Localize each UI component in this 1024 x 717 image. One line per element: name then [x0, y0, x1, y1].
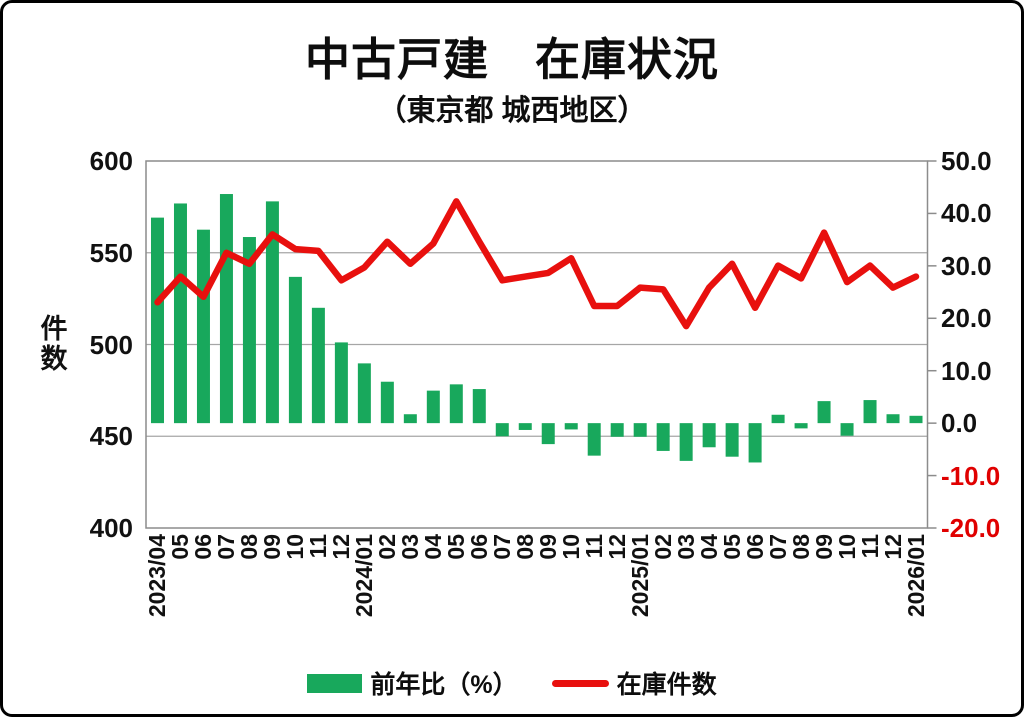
bar-12: [886, 414, 900, 424]
inventory-line: [154, 198, 920, 330]
legend: 前年比（%） 在庫件数: [3, 663, 1021, 703]
bar-07: [495, 423, 509, 437]
bar-04: [426, 390, 440, 424]
bar-06: [196, 229, 210, 424]
bar-2023/04: [150, 217, 164, 424]
bar-2024/01: [357, 363, 371, 424]
bar-10: [288, 276, 302, 424]
bar-10: [840, 423, 854, 436]
bar-04: [702, 423, 716, 448]
chart-subtitle: （東京都 城西地区）: [377, 95, 647, 127]
right-axis-tick-label: -20.0: [941, 513, 1001, 543]
bar-03: [403, 414, 417, 424]
bar-2026/01: [909, 415, 923, 424]
bar-02: [380, 381, 394, 424]
left-axis-tick-label: 550: [89, 237, 133, 268]
bar-10: [564, 423, 578, 430]
bar-11: [311, 307, 325, 424]
legend-item-line: 在庫件数: [551, 665, 717, 701]
left-axis-title: 件 数: [40, 314, 68, 374]
bar-08: [794, 423, 808, 429]
right-axis-tick-label: -10.0: [941, 460, 1001, 491]
bar-11: [863, 400, 877, 424]
bar-09: [265, 201, 279, 424]
bar-12: [334, 342, 348, 424]
bar-06: [748, 423, 762, 463]
bar-series-label: 前年比（%）: [370, 671, 518, 699]
legend-item-bars: 前年比（%）: [307, 665, 518, 701]
bar-07: [771, 414, 785, 424]
line-series-swatch: [551, 679, 609, 687]
bar-08: [518, 423, 532, 430]
left-axis-tick-label: 450: [89, 421, 133, 452]
bar-11: [587, 423, 601, 456]
right-axis-tick-label: 30.0: [941, 250, 992, 281]
left-axis-tick-label: 400: [89, 513, 133, 543]
bar-03: [679, 423, 693, 461]
bar-12: [610, 423, 624, 437]
left-axis-tick-label: 500: [89, 329, 133, 360]
line-series-label: 在庫件数: [616, 671, 717, 699]
bar-series-swatch: [307, 673, 363, 693]
bar-2025/01: [633, 423, 647, 437]
bar-05: [173, 203, 187, 424]
bar-06: [472, 389, 486, 424]
bar-07: [219, 194, 233, 424]
chart-title: 中古戸建 在庫状況: [304, 34, 719, 85]
right-axis-tick-label: 10.0: [941, 355, 992, 386]
right-axis-tick-label: 0.0: [941, 408, 978, 439]
right-axis-tick-label: 50.0: [941, 146, 992, 176]
plot-area: [145, 160, 937, 529]
bar-05: [725, 423, 739, 457]
bar-09: [541, 423, 555, 445]
left-axis-tick-label: 600: [89, 146, 133, 176]
right-axis-tick-label: 40.0: [941, 198, 992, 229]
bar-09: [817, 401, 831, 424]
plot-border: [145, 160, 929, 529]
bar-05: [449, 384, 463, 424]
bar-02: [656, 423, 670, 451]
bar-08: [242, 237, 256, 424]
x-axis-tick-text: 2026/01: [903, 534, 929, 618]
right-axis-tick-label: 20.0: [941, 303, 992, 334]
